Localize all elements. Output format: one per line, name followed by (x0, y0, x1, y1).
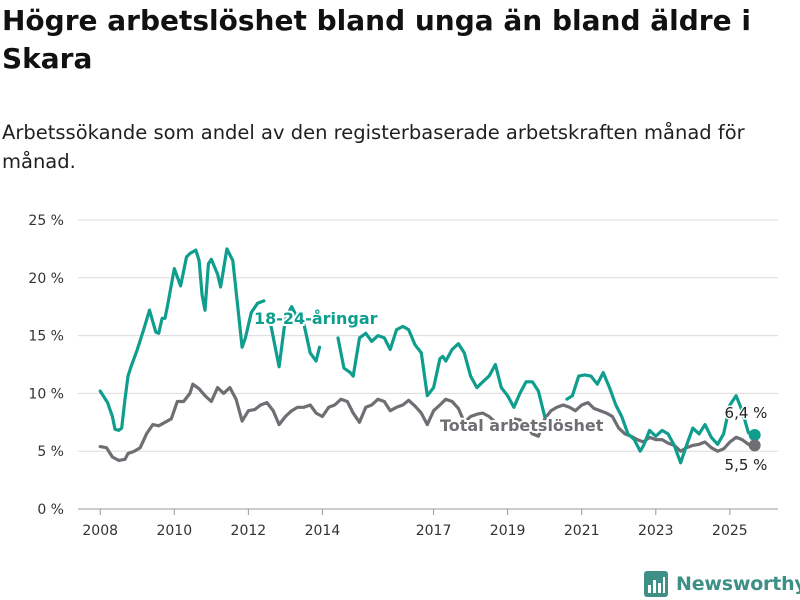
end-label-total: 5,5 % (725, 456, 768, 474)
chart-subtitle: Arbetssökande som andel av den registerb… (2, 121, 745, 173)
y-tick-label: 0 % (37, 502, 64, 518)
x-tick-label: 2014 (305, 523, 341, 539)
x-tick-label: 2025 (712, 523, 748, 539)
y-tick-label: 10 % (28, 386, 64, 402)
brand-name: Newsworthy (676, 573, 800, 595)
series-line-18-24 (336, 324, 547, 419)
y-tick-label: 25 % (28, 213, 64, 229)
x-tick-label: 2008 (82, 523, 118, 539)
x-tick-label: 2017 (416, 523, 452, 539)
series-line-18-24 (269, 305, 322, 369)
series-label-total: Total arbetslöshet (440, 416, 604, 435)
y-tick-label: 15 % (28, 329, 64, 345)
bar-chart-logo-icon (644, 571, 668, 597)
newsworthy-logo: Newsworthy (644, 568, 800, 600)
x-tick-label: 2021 (564, 523, 600, 539)
x-tick-label: 2012 (231, 523, 267, 539)
series-endpoint-total (748, 439, 761, 452)
y-tick-label: 20 % (28, 271, 64, 287)
y-tick-label: 5 % (37, 444, 64, 460)
series-label-18-24: 18-24-åringar (254, 309, 378, 328)
x-tick-label: 2023 (638, 523, 674, 539)
series-line-18-24 (565, 371, 757, 465)
series-line-18-24 (98, 247, 266, 432)
x-tick-label: 2019 (490, 523, 526, 539)
series-endpoint-18-24 (748, 429, 761, 442)
chart-title: Högre arbetslöshet bland unga än bland ä… (2, 4, 751, 75)
x-tick-label: 2010 (156, 523, 192, 539)
end-label-18-24: 6,4 % (725, 404, 768, 422)
